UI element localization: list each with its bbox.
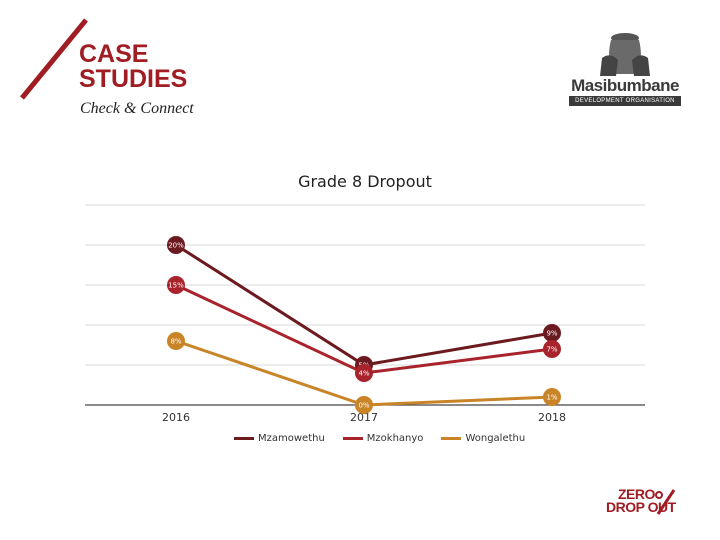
case-title-line1: CASE <box>79 40 149 68</box>
hands-holding-pot-icon <box>600 33 650 76</box>
data-label: 15% <box>168 282 184 290</box>
percent-icon <box>655 489 676 515</box>
chart-legend: Mzamowethu Mzokhanyo Wongalethu <box>234 433 525 444</box>
data-point <box>167 332 185 350</box>
x-tick-label: 2016 <box>162 411 190 424</box>
zero-logo-line1: ZERO <box>618 486 655 502</box>
data-point <box>167 276 185 294</box>
legend-item-wongalethu: Wongalethu <box>441 433 525 444</box>
zero-dropout-logo: ZERO DROP OUT <box>606 486 698 518</box>
data-label: 7% <box>546 346 557 354</box>
series-line-mzamowethu <box>175 243 553 367</box>
legend-item-mzamowethu: Mzamowethu <box>234 433 325 444</box>
data-label: 4% <box>358 370 369 378</box>
data-point <box>355 364 373 382</box>
legend-label-mzamowethu: Mzamowethu <box>258 433 325 444</box>
data-point <box>167 236 185 254</box>
legend-swatch-mzokhanyo <box>342 437 363 440</box>
data-label: 0% <box>358 402 369 410</box>
chart-title: Grade 8 Dropout <box>298 172 432 191</box>
data-label: 1% <box>546 394 557 402</box>
legend-item-mzokhanyo: Mzokhanyo <box>342 433 424 444</box>
data-label: 20% <box>168 242 184 250</box>
legend-swatch-wongalethu <box>441 437 462 440</box>
legend-swatch-mzamowethu <box>234 437 254 440</box>
data-point <box>543 324 561 342</box>
data-point <box>543 340 561 358</box>
case-studies-title: CASE STUDIES <box>79 42 187 92</box>
masibumbane-logo: Masibumbane DEVELOPMENT ORGANISATION <box>566 30 684 110</box>
x-tick-label: 2018 <box>538 411 566 424</box>
data-point <box>355 396 373 414</box>
case-title-line2: STUDIES <box>79 65 188 93</box>
legend-label-mzokhanyo: Mzokhanyo <box>366 433 424 444</box>
logo-tagline: DEVELOPMENT ORGANISATION <box>569 96 681 106</box>
data-point <box>543 388 561 406</box>
data-label: 8% <box>170 338 181 346</box>
page-subtitle: Check & Connect <box>80 100 194 117</box>
legend-label-wongalethu: Wongalethu <box>465 433 526 444</box>
x-tick-label: 2017 <box>350 411 378 424</box>
header-slash-decoration <box>20 18 88 100</box>
data-label: 9% <box>546 330 557 338</box>
logo-name: Masibumbane <box>571 76 679 95</box>
